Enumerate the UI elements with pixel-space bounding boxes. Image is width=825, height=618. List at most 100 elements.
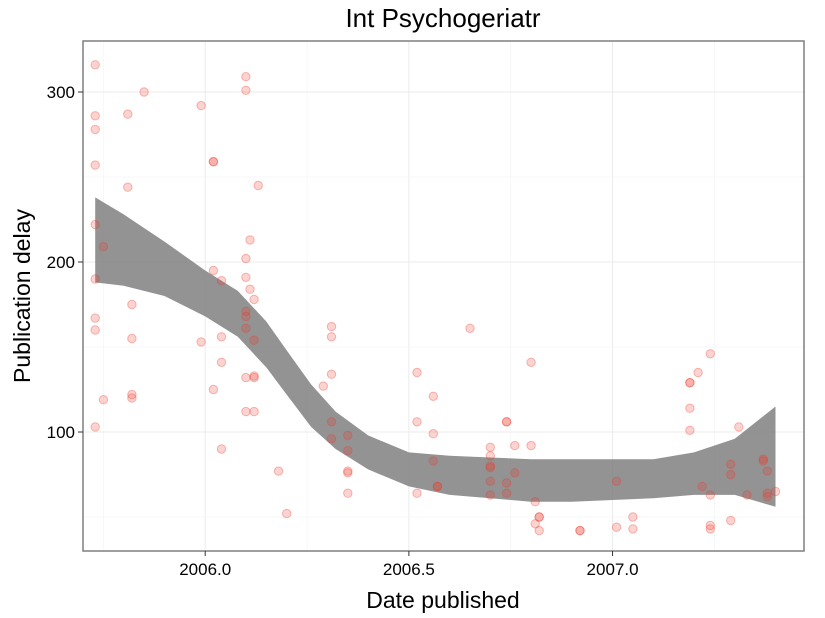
data-point	[241, 306, 251, 316]
data-point	[208, 157, 219, 167]
data-point	[685, 378, 695, 388]
data-point	[726, 515, 736, 526]
y-tick-label: 200	[47, 253, 75, 272]
data-point	[762, 491, 772, 502]
data-point	[216, 444, 227, 454]
chart-title: Int Psychogeriatr	[345, 3, 540, 33]
data-point	[98, 395, 109, 405]
data-point	[412, 367, 422, 378]
y-tick-label: 100	[47, 423, 75, 442]
data-point	[127, 299, 137, 310]
data-point	[628, 524, 638, 534]
data-point	[530, 519, 540, 529]
data-point	[241, 406, 251, 417]
data-point	[241, 85, 251, 96]
data-point	[485, 490, 495, 500]
smooth-band-group	[95, 197, 776, 507]
data-point	[90, 160, 100, 170]
data-point	[742, 490, 752, 500]
data-point	[216, 357, 227, 367]
scatter-points	[90, 60, 781, 536]
data-point	[693, 367, 703, 378]
data-point	[611, 522, 622, 532]
data-point	[534, 525, 544, 536]
data-point	[432, 481, 443, 492]
data-point	[245, 235, 255, 245]
x-axis-title: Date published	[366, 587, 519, 613]
data-point	[705, 490, 715, 500]
data-point	[318, 381, 328, 391]
data-point	[575, 525, 585, 536]
data-point	[762, 466, 772, 476]
data-point	[705, 524, 715, 534]
x-tick-label: 2006.5	[383, 560, 435, 579]
data-point	[611, 476, 622, 486]
data-point	[534, 512, 544, 522]
data-point	[249, 335, 259, 345]
data-point	[127, 333, 137, 344]
data-point	[526, 440, 536, 451]
data-point	[241, 72, 251, 82]
data-point	[530, 497, 540, 507]
data-point	[343, 468, 353, 478]
data-point	[90, 325, 100, 335]
data-point	[510, 440, 520, 451]
data-point	[216, 332, 227, 342]
data-point	[241, 311, 251, 322]
data-point	[726, 469, 736, 480]
data-point	[734, 422, 744, 432]
data-point	[326, 417, 337, 427]
data-point	[208, 157, 219, 167]
data-point	[249, 294, 259, 305]
data-point	[501, 417, 512, 427]
data-point	[526, 357, 536, 367]
data-point	[758, 456, 768, 466]
data-point	[90, 422, 100, 432]
data-point	[534, 512, 544, 522]
data-point	[123, 182, 133, 192]
data-point	[90, 124, 100, 135]
data-point	[241, 323, 251, 333]
data-point	[628, 512, 638, 522]
data-point	[485, 476, 495, 486]
data-point	[326, 321, 337, 332]
data-point	[127, 389, 137, 400]
data-point	[412, 417, 422, 427]
data-point	[485, 451, 495, 461]
data-point	[343, 466, 353, 476]
data-point	[697, 481, 707, 492]
data-point	[249, 371, 259, 381]
y-tick-label: 300	[47, 83, 75, 102]
data-point	[685, 403, 695, 413]
plot-border	[82, 40, 805, 552]
data-point	[432, 481, 443, 492]
data-point	[501, 417, 512, 427]
data-point	[90, 111, 100, 121]
data-point	[726, 459, 736, 469]
data-point	[326, 369, 337, 379]
data-point	[510, 468, 520, 478]
data-point	[127, 393, 137, 403]
data-point	[501, 488, 512, 498]
data-point	[216, 276, 227, 286]
data-point	[501, 478, 512, 488]
data-point	[208, 384, 219, 395]
data-point	[241, 272, 251, 282]
data-point	[282, 508, 292, 519]
x-tick-label: 2006.0	[179, 560, 231, 579]
data-point	[575, 525, 585, 536]
x-axis: 2006.0 2006.5 2007.0	[179, 551, 639, 579]
data-point	[485, 442, 495, 452]
x-tick-label: 2007.0	[587, 560, 639, 579]
data-point	[326, 332, 337, 342]
data-point	[253, 180, 263, 191]
data-point	[465, 323, 475, 333]
data-point	[98, 242, 109, 252]
data-point	[758, 454, 768, 464]
data-point	[343, 430, 353, 441]
data-point	[241, 253, 251, 264]
smooth-confidence-band	[95, 197, 776, 507]
data-point	[705, 520, 715, 531]
data-point	[90, 313, 100, 323]
